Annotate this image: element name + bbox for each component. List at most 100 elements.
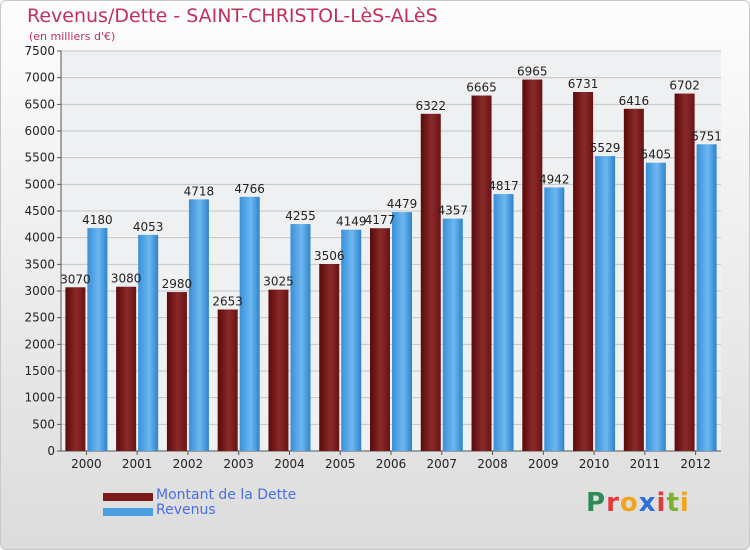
bar-revenus [595,156,616,451]
y-tick-label: 4500 [24,204,55,218]
y-tick-label: 6500 [24,97,55,111]
bar-revenus [188,199,209,451]
data-label-debt: 6965 [517,65,548,79]
bar-revenus [87,228,108,451]
legend-swatch-debt [103,493,153,501]
data-label-debt: 6731 [568,77,599,91]
logo-letter: t [666,488,680,518]
data-label-debt: 3080 [111,272,142,286]
bar-revenus [442,218,463,451]
y-tick-label: 5000 [24,177,55,191]
bar-debt [573,92,594,451]
bar-revenus [239,196,260,451]
bar-revenus [696,144,717,451]
bar-debt [471,95,492,452]
x-tick-label: 2012 [680,457,711,471]
x-tick-label: 2005 [325,457,356,471]
bar-debt [522,79,543,452]
data-label-revenus: 4479 [387,197,418,211]
bar-debt [370,228,390,451]
data-label-debt: 6665 [466,81,497,95]
data-label-revenus: 5751 [691,129,722,143]
x-tick-label: 2008 [477,457,508,471]
data-label-debt: 2980 [162,277,193,291]
y-tick-label: 7000 [24,71,55,85]
data-label-revenus: 5405 [641,148,672,162]
x-tick-label: 2000 [71,457,102,471]
data-label-debt: 6322 [415,99,446,113]
bar-debt [674,93,695,451]
y-tick-label: 1500 [24,364,55,378]
bar-revenus [392,212,412,451]
data-label-debt: 6702 [669,79,700,93]
y-axis: 0 500 1000 1500 2000 2500 3000 3500 4000 4500 5000… [24,44,721,458]
x-tick-label: 2009 [528,457,559,471]
data-label-revenus: 4817 [488,179,519,193]
data-label-revenus: 4718 [184,184,215,198]
legend-label-debt: Montant de la Dette [156,487,297,503]
data-label-revenus: 5529 [590,141,621,155]
data-label-revenus: 4942 [539,172,570,186]
logo-letter: P [586,488,607,518]
bar-debt [217,309,238,451]
data-labels: 3070 4180 3080 4053 2980 4718 2653 4766 3025 4255… [60,65,722,309]
y-tick-label: 2000 [24,337,55,351]
y-tick-label: 1000 [24,391,55,405]
data-label-revenus: 4357 [437,204,468,218]
legend-label-revenus: Revenus [156,502,216,518]
chart-title: Revenus/Dette - SAINT-CHRISTOL-LèS-ALèS [27,5,438,27]
proxiti-logo: Proxiti [586,488,690,518]
data-label-revenus: 4053 [133,220,164,234]
data-label-revenus: 4766 [234,182,265,196]
data-label-revenus: 4149 [336,215,367,229]
data-label-debt: 3070 [60,272,91,286]
bar-revenus [138,234,159,451]
logo-letter: o [619,488,639,518]
x-axis: 2000 2001 2002 2003 2004 2005 2006 2007 2008 2009… [71,451,711,471]
y-tick-label: 5500 [24,151,55,165]
logo-letter: i [656,488,667,518]
logo-letter: x [638,488,657,518]
bar-debt [623,108,644,452]
bar-debt [116,286,137,451]
data-label-debt: 4177 [365,213,396,227]
bars [65,79,717,452]
bar-debt [65,287,86,451]
logo-letter: r [606,488,620,518]
bar-revenus [341,229,362,451]
bar-revenus [493,194,514,452]
bar-debt [420,113,441,452]
y-tick-label: 7500 [24,44,55,58]
x-tick-label: 2001 [122,457,153,471]
bar-debt [319,264,340,451]
x-tick-label: 2011 [630,457,661,471]
bar-revenus [645,162,666,451]
x-tick-label: 2004 [274,457,305,471]
x-tick-label: 2003 [223,457,254,471]
data-label-debt: 6416 [619,94,650,108]
y-tick-label: 500 [32,417,55,431]
x-tick-label: 2006 [376,457,407,471]
data-label-debt: 3025 [263,275,294,289]
chart-subtitle: (en milliers d'€) [29,30,116,43]
y-tick-label: 3000 [24,284,55,298]
data-label-revenus: 4255 [285,209,316,223]
data-label-debt: 2653 [212,295,243,309]
y-tick-label: 2500 [24,311,55,325]
bar-revenus [544,187,565,451]
plot-area [61,51,721,451]
y-tick-label: 0 [47,444,55,458]
data-label-revenus: 4180 [82,213,113,227]
y-tick-label: 3500 [24,257,55,271]
x-tick-label: 2010 [579,457,610,471]
bar-debt [166,292,187,451]
data-label-debt: 3506 [314,249,345,263]
y-tick-label: 6000 [24,124,55,138]
y-tick-label: 4000 [24,231,55,245]
bar-revenus [290,224,311,451]
bar-debt [268,289,289,451]
legend-swatch-revenus [103,508,153,516]
logo-letter: i [679,488,690,518]
